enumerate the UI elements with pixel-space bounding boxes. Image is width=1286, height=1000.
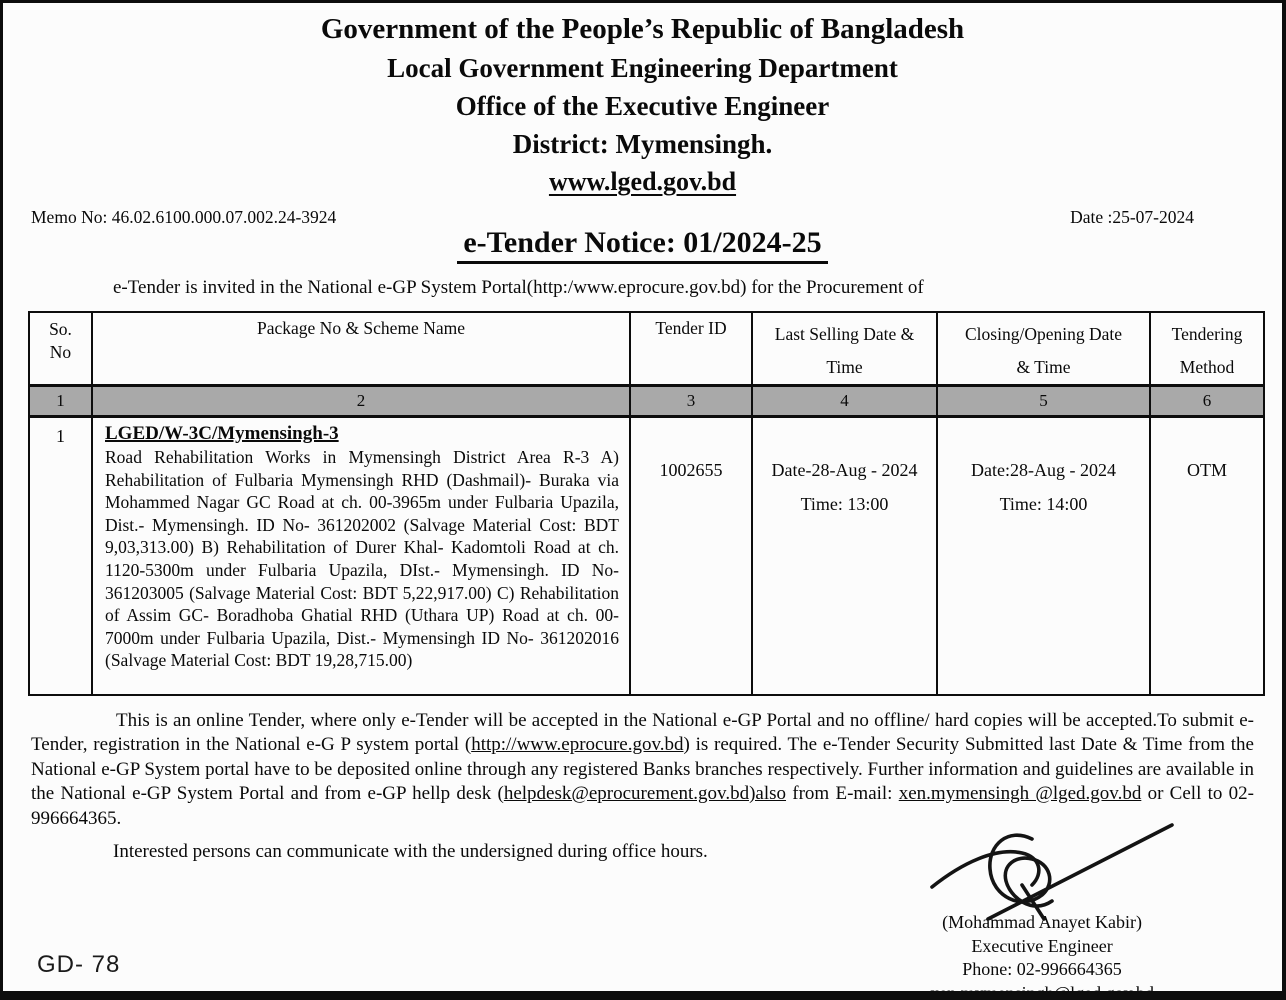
signature-area: (Mohammad Anayet Kabir) Executive Engine… [3,823,1282,1000]
cell-method: OTM [1149,415,1265,696]
para-seg5: from E-mail: [786,783,899,804]
signature-block: (Mohammad Anayet Kabir) Executive Engine… [930,823,1174,1000]
scheme-description: Road Rehabilitation Works in Mymensingh … [105,447,619,671]
memo-date: Date :25-07-2024 [1070,207,1194,227]
signatory-name: (Mohammad Anayet Kabir) [942,912,1143,932]
selling-date: Date-28-Aug - 2024 [771,460,918,480]
header-tendering-method: Tendering Method [1149,311,1265,387]
column-number-row: 1 2 3 4 5 6 [28,384,1265,418]
header-last-selling: Last Selling Date & Time [751,311,938,387]
government-title: Government of the People’s Republic of B… [320,13,965,45]
xen-email-link: xen.mymensingh @lged.gov.bd [898,783,1142,804]
cell-last-selling: Date-28-Aug - 2024 Time: 13:00 [751,415,938,696]
cell-closing-opening: Date:28-Aug - 2024 Time: 14:00 [936,415,1151,696]
para-seg1: This is an online Tender, where only e-T… [31,709,1254,756]
tender-table: So. No Package No & Scheme Name Tender I… [28,311,1265,696]
header-so-no: So. No [28,311,93,387]
helpdesk-link: helpdesk@eprocurement.gov.bd)also [503,783,787,804]
para-seg7: or Cell to 02-996664365. [31,783,1254,829]
closing-time: Time: 14:00 [999,494,1088,514]
memo-row: Memo No: 46.02.6100.000.07.002.24-3924 D… [3,201,1282,228]
conditions-paragraph: This is an online Tender, where only e-T… [31,709,1254,832]
signatory-phone: Phone: 02-996664365 [962,959,1122,979]
intro-line: e-Tender is invited in the National e-GP… [113,277,924,298]
table-row: 1 LGED/W-3C/Mymensingh-3 Road Rehabilita… [28,415,1265,696]
header-tender-id: Tender ID [629,311,753,387]
department-name: Local Government Engineering Department [387,53,898,83]
notice-title-row: e-Tender Notice: 01/2024-25 [3,226,1282,264]
cell-tender-id: 1002655 [629,415,753,696]
eprocure-link: http://www.eprocure.gov.bd [471,734,684,755]
para-seg3: ) is required. The e-Tender Security Sub… [31,734,1254,804]
office-name: Office of the Executive Engineer [455,91,830,121]
header-package: Package No & Scheme Name [91,311,631,387]
cell-package: LGED/W-3C/Mymensingh-3 Road Rehabilitati… [91,415,631,696]
office-hours-note: Interested persons can communicate with … [113,841,708,862]
district-line: District: Mymensingh. [512,129,773,159]
notice-title: e-Tender Notice: 01/2024-25 [457,226,828,264]
signatory-email: xen.mymensingh@lged.gov.bd [930,982,1154,1000]
cell-serial: 1 [28,415,93,696]
table-header-row: So. No Package No & Scheme Name Tender I… [28,311,1265,387]
closing-date: Date:28-Aug - 2024 [971,460,1116,480]
memo-number: Memo No: 46.02.6100.000.07.002.24-3924 [31,207,337,227]
website-link: www.lged.gov.bd [548,167,737,196]
gd-number: GD- 78 [37,951,121,978]
signatory-title: Executive Engineer [971,935,1113,956]
document-header: Government of the People’s Republic of B… [3,3,1282,201]
selling-time: Time: 13:00 [800,494,889,514]
header-closing-opening: Closing/Opening Date & Time [936,311,1151,387]
package-number: LGED/W-3C/Mymensingh-3 [105,423,339,444]
